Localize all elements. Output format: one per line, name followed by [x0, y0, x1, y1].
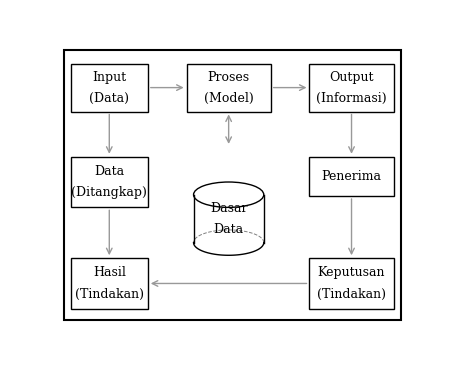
Text: Input
(Data): Input (Data) [89, 71, 129, 105]
Text: Proses
(Model): Proses (Model) [204, 71, 254, 105]
Bar [309, 258, 394, 309]
Bar [71, 157, 148, 208]
Bar [71, 258, 148, 309]
Bar [309, 64, 394, 112]
Text: Keputusan
(Tindakan): Keputusan (Tindakan) [317, 266, 386, 300]
Bar [187, 64, 271, 112]
Text: Hasil
(Tindakan): Hasil (Tindakan) [75, 266, 144, 300]
Bar [309, 157, 394, 196]
Text: Output
(Informasi): Output (Informasi) [316, 71, 387, 105]
Text: Penerima: Penerima [322, 170, 381, 183]
Ellipse shape [193, 182, 264, 208]
Text: Data
(Ditangkap): Data (Ditangkap) [72, 165, 147, 199]
Bar [71, 64, 148, 112]
Text: Dasar
Data: Dasar Data [210, 202, 247, 236]
